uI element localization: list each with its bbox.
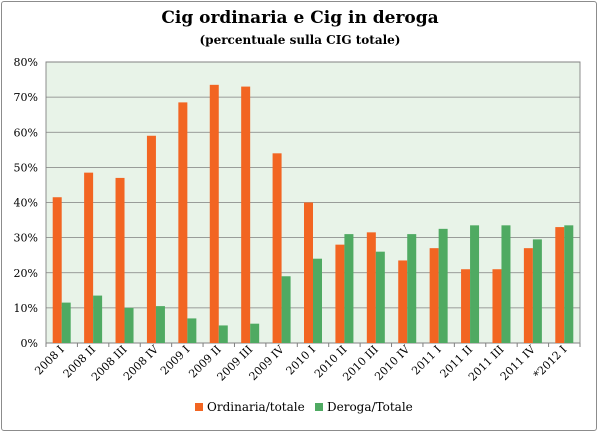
bar-ordinaria xyxy=(178,102,188,343)
x-tick-label: 2011 IV xyxy=(498,342,539,383)
legend-swatch-ordinaria xyxy=(195,403,203,411)
bar-deroga xyxy=(313,258,322,343)
legend: Ordinaria/totale Deroga/Totale xyxy=(195,400,413,414)
y-tick-label: 30% xyxy=(14,232,38,245)
bar-ordinaria xyxy=(461,269,471,343)
x-tick-label: *2012 I xyxy=(531,343,569,381)
x-tick-label: 2010 IV xyxy=(372,342,413,383)
bar-ordinaria xyxy=(84,172,94,343)
bar-deroga xyxy=(344,234,354,343)
bar-deroga xyxy=(564,225,574,343)
bar-ordinaria xyxy=(146,135,156,343)
y-axis-ticks: 0% 10% 20% 30% 40% 50% 60% 70% 80% xyxy=(14,56,38,350)
bar-deroga xyxy=(281,276,291,343)
y-tick-label: 0% xyxy=(21,337,38,350)
bar-ordinaria xyxy=(335,244,345,343)
y-tick-label: 50% xyxy=(14,161,38,174)
bar-deroga xyxy=(187,318,197,343)
bar-ordinaria xyxy=(304,202,313,343)
y-tick-label: 10% xyxy=(14,302,38,315)
chart-title: Cig ordinaria e Cig in deroga xyxy=(161,8,439,28)
bar-ordinaria xyxy=(555,227,565,343)
bar-ordinaria xyxy=(366,232,376,343)
bar-deroga xyxy=(438,228,448,343)
bar-deroga xyxy=(218,325,228,343)
y-tick-label: 20% xyxy=(14,267,38,280)
y-tick-label: 40% xyxy=(14,197,38,210)
bar-deroga xyxy=(250,323,260,343)
bars xyxy=(52,84,574,344)
bar-ordinaria xyxy=(492,269,502,343)
bar-ordinaria xyxy=(241,86,251,344)
bar-deroga xyxy=(124,307,134,343)
bar-ordinaria xyxy=(272,153,282,343)
chart-subtitle: (percentuale sulla CIG totale) xyxy=(199,33,401,47)
bar-deroga xyxy=(93,295,103,343)
bar-ordinaria xyxy=(115,177,125,343)
bar-ordinaria xyxy=(209,84,219,344)
y-tick-label: 60% xyxy=(14,126,38,139)
bar-deroga xyxy=(407,234,417,343)
bar-deroga xyxy=(61,302,71,343)
bar-ordinaria xyxy=(429,248,439,343)
y-tick-label: 70% xyxy=(14,91,38,104)
bar-deroga xyxy=(375,251,385,343)
bar-ordinaria xyxy=(398,260,408,343)
x-tick-label: 2008 IV xyxy=(121,342,162,383)
bar-ordinaria xyxy=(52,197,62,343)
bar-ordinaria xyxy=(523,248,533,343)
legend-label-ordinaria: Ordinaria/totale xyxy=(207,400,305,414)
bar-deroga xyxy=(532,239,542,343)
bar-deroga xyxy=(155,306,165,343)
bar-deroga xyxy=(501,225,511,343)
legend-swatch-deroga xyxy=(315,403,323,411)
x-tick-label: 2009 IV xyxy=(247,342,288,383)
bar-deroga xyxy=(470,225,480,343)
legend-label-deroga: Deroga/Totale xyxy=(327,400,413,414)
y-tick-label: 80% xyxy=(14,56,38,69)
